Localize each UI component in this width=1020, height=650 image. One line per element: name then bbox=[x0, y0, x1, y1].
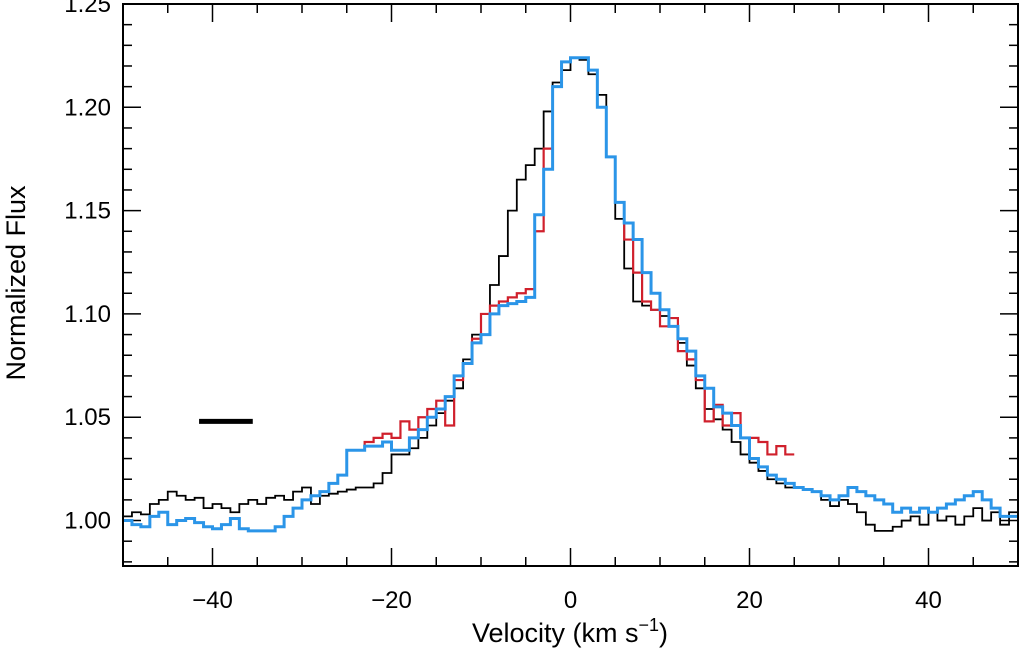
x-tick-label: 40 bbox=[915, 587, 942, 614]
y-tick-label: 1.10 bbox=[64, 301, 111, 328]
y-tick-label: 1.25 bbox=[64, 0, 111, 18]
y-tick-label: 1.05 bbox=[64, 404, 111, 431]
plot-frame bbox=[122, 3, 1019, 567]
y-tick-label: 1.15 bbox=[64, 198, 111, 225]
series-line-black bbox=[123, 56, 1018, 532]
y-axis-title: Normalized Flux bbox=[1, 185, 31, 381]
axis-ticks bbox=[122, 3, 1019, 566]
y-tick-labels: 1.00 1.05 1.10 1.15 1.20 1.25 bbox=[64, 0, 111, 535]
y-tick-label: 1.20 bbox=[64, 94, 111, 121]
x-axis-title: Velocity (km s−1) bbox=[472, 615, 668, 648]
series-line-blue bbox=[123, 56, 1018, 533]
plot-series bbox=[123, 56, 1018, 533]
x-tick-label: 20 bbox=[736, 587, 763, 614]
x-tick-label: −20 bbox=[371, 587, 412, 614]
x-axis-title-main: Velocity (km s bbox=[472, 618, 639, 648]
x-tick-label: −40 bbox=[192, 587, 233, 614]
x-axis-title-close: ) bbox=[659, 618, 668, 648]
x-axis-title-superscript: −1 bbox=[639, 615, 660, 635]
x-tick-label: 0 bbox=[564, 587, 577, 614]
series-line-red bbox=[346, 56, 795, 456]
x-tick-labels: −40 −20 0 20 40 bbox=[192, 587, 942, 614]
y-tick-label: 1.00 bbox=[64, 508, 111, 535]
